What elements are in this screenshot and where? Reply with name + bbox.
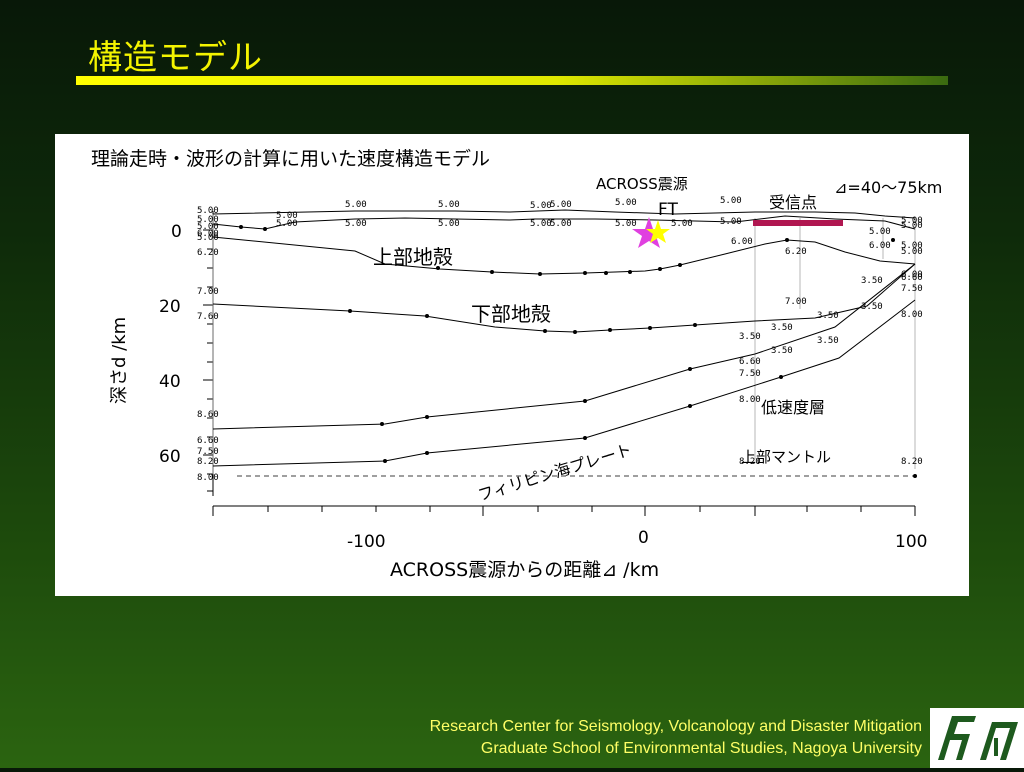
svg-text:5.00: 5.00 <box>901 216 923 226</box>
svg-text:5.00: 5.00 <box>530 219 552 229</box>
svg-text:7.00: 7.00 <box>197 287 219 297</box>
svg-text:6.00: 6.00 <box>901 270 923 280</box>
svg-text:8.20: 8.20 <box>197 457 219 467</box>
svg-text:5.00: 5.00 <box>345 200 367 210</box>
svg-text:8.20: 8.20 <box>739 457 761 467</box>
svg-text:3.50: 3.50 <box>817 311 839 321</box>
svg-text:5.00: 5.00 <box>276 219 298 229</box>
interface-nodes <box>239 225 917 478</box>
lower-crust-label: 下部地殻 <box>471 302 551 326</box>
university-logo <box>930 708 1024 768</box>
svg-text:5.00: 5.00 <box>530 201 552 211</box>
y-tick-0: 0 <box>171 222 182 242</box>
receiver-bar <box>753 220 843 226</box>
guide-lines <box>212 214 916 474</box>
svg-text:5.00: 5.00 <box>276 211 298 221</box>
receivers-label: 受信点 <box>769 193 817 212</box>
footer: Research Center for Seismology, Volcanol… <box>430 716 922 760</box>
svg-text:3.50: 3.50 <box>861 302 883 312</box>
svg-text:5.00: 5.00 <box>615 198 637 208</box>
x-axis <box>212 506 916 516</box>
svg-text:6.60: 6.60 <box>901 273 923 283</box>
x-tick-0: 0 <box>638 528 649 548</box>
svg-text:3.50: 3.50 <box>771 323 793 333</box>
y-tick-40: 40 <box>159 372 181 392</box>
spacing-label: ⊿=40～75km <box>834 178 942 197</box>
svg-text:7.50: 7.50 <box>901 284 923 294</box>
svg-text:5.00: 5.00 <box>197 222 219 232</box>
y-axis-label: 深さd /km <box>109 317 130 404</box>
svg-text:6.60: 6.60 <box>739 357 761 367</box>
svg-text:5.00: 5.00 <box>671 219 693 229</box>
footer-line-2: Graduate School of Environmental Studies… <box>480 740 922 757</box>
slide-title: 構造モデル <box>88 38 263 78</box>
source-star-icon <box>632 217 670 248</box>
svg-text:8.00: 8.00 <box>739 395 761 405</box>
svg-text:8.60: 8.60 <box>197 410 219 420</box>
svg-text:7.50: 7.50 <box>739 369 761 379</box>
upper-mantle-label: 上部マントル <box>741 448 831 466</box>
svg-text:5.00: 5.00 <box>901 241 923 251</box>
low-velocity-layer-label: 低速度層 <box>761 398 825 417</box>
title-underline <box>76 76 948 85</box>
svg-text:7.50: 7.50 <box>197 447 219 457</box>
footer-line-1: Research Center for Seismology, Volcanol… <box>429 718 922 735</box>
svg-text:5.00: 5.00 <box>197 215 219 225</box>
svg-text:5.00: 5.00 <box>438 200 460 210</box>
x-tick-minus100: -100 <box>347 532 386 552</box>
svg-text:8.00: 8.00 <box>901 310 923 320</box>
svg-text:7.60: 7.60 <box>197 312 219 322</box>
svg-text:6.00: 6.00 <box>731 237 753 247</box>
x-axis-label: ACROSS震源からの距離⊿ /km <box>390 559 659 581</box>
svg-text:6.00: 6.00 <box>869 241 891 251</box>
svg-text:5.00: 5.00 <box>438 219 460 229</box>
svg-text:8.00: 8.00 <box>197 473 219 483</box>
svg-text:3.50: 3.50 <box>739 332 761 342</box>
velocity-labels: 5.00 5.00 5.00 6.00 5.00 6.20 7.00 7.60 … <box>197 196 923 483</box>
svg-text:3.50: 3.50 <box>817 336 839 346</box>
svg-text:5.00: 5.00 <box>901 221 923 231</box>
svg-text:8.20: 8.20 <box>901 457 923 467</box>
svg-text:5.00: 5.00 <box>197 233 219 243</box>
philippine-sea-plate-label: フィリピン海プレート <box>476 440 634 505</box>
x-tick-100: 100 <box>895 532 927 552</box>
y-tick-60: 60 <box>159 447 181 467</box>
source-code-label: FT <box>658 200 678 220</box>
svg-text:5.00: 5.00 <box>901 247 923 257</box>
svg-text:3.50: 3.50 <box>861 276 883 286</box>
svg-text:5.00: 5.00 <box>197 206 219 216</box>
velocity-model-diagram: 理論走時・波形の計算に用いた速度構造モデル 0 20 40 60 深さd /km <box>91 148 942 581</box>
svg-text:6.60: 6.60 <box>197 436 219 446</box>
svg-text:5.00: 5.00 <box>869 227 891 237</box>
svg-text:5.00: 5.00 <box>615 219 637 229</box>
figure-panel: 理論走時・波形の計算に用いた速度構造モデル 0 20 40 60 深さd /km <box>55 134 969 596</box>
svg-text:5.00: 5.00 <box>345 219 367 229</box>
svg-text:5.00: 5.00 <box>720 196 742 206</box>
svg-text:7.00: 7.00 <box>785 297 807 307</box>
svg-text:6.00: 6.00 <box>197 229 219 239</box>
upper-crust-label: 上部地殻 <box>373 245 453 269</box>
svg-text:5.00: 5.00 <box>720 217 742 227</box>
svg-text:6.20: 6.20 <box>785 247 807 257</box>
y-axis <box>203 229 213 492</box>
svg-text:5.00: 5.00 <box>550 219 572 229</box>
figure-heading: 理論走時・波形の計算に用いた速度構造モデル <box>91 148 490 170</box>
layer-interfaces <box>212 209 916 467</box>
svg-text:6.20: 6.20 <box>197 248 219 258</box>
source-label: ACROSS震源 <box>596 175 688 193</box>
svg-text:3.50: 3.50 <box>771 346 793 356</box>
svg-text:5.00: 5.00 <box>550 200 572 210</box>
y-tick-20: 20 <box>159 297 181 317</box>
